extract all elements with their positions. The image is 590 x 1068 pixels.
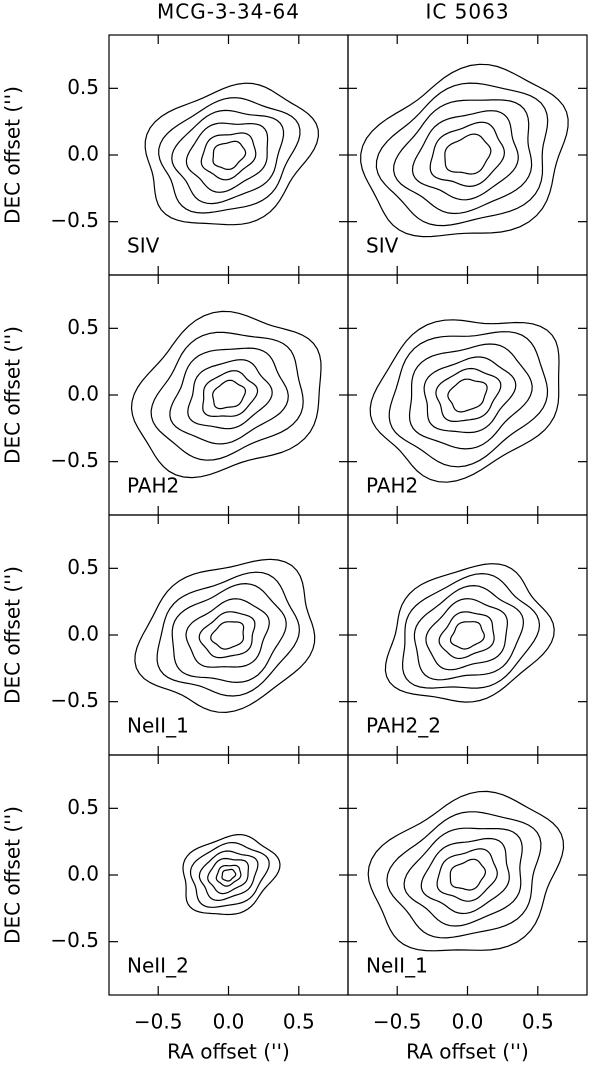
- contour: [187, 359, 273, 430]
- contour: [171, 109, 285, 205]
- y-tick-label: −0.5: [50, 448, 99, 472]
- x-tick-label: 0.0: [213, 1010, 245, 1034]
- contour: [221, 868, 237, 882]
- contour: [403, 827, 523, 927]
- contour: [144, 82, 320, 226]
- panel-label: NeII_1: [366, 954, 428, 978]
- contour: [425, 598, 509, 671]
- y-tick-label: −0.5: [50, 928, 99, 952]
- x-tick-label: −0.5: [373, 1010, 422, 1034]
- contour: [447, 378, 488, 413]
- y-tick-label: 0.5: [67, 795, 99, 819]
- contour: [375, 82, 549, 227]
- contour: [384, 563, 555, 703]
- panel-label: PAH2_2: [366, 714, 441, 738]
- contour: [438, 611, 495, 660]
- contour: [386, 811, 542, 939]
- x-axis-label: RA offset (''): [167, 1040, 290, 1064]
- contour: [171, 582, 287, 684]
- y-axis-label: DEC offset (''): [1, 326, 25, 464]
- contour: [182, 833, 281, 916]
- contour: [185, 122, 269, 193]
- x-tick-label: 0.0: [452, 1010, 484, 1034]
- x-tick-label: 0.5: [283, 1010, 315, 1034]
- contour: [212, 379, 246, 410]
- panel-label: SIV: [127, 234, 160, 258]
- contour: [210, 621, 245, 650]
- contour: [169, 347, 289, 445]
- y-tick-label: 0.0: [67, 622, 99, 646]
- panel-label: PAH2: [366, 474, 418, 498]
- x-tick-label: 0.5: [522, 1010, 554, 1034]
- contour: [134, 558, 316, 714]
- panel-label: PAH2: [127, 474, 179, 498]
- contour: [408, 343, 533, 450]
- contour: [158, 97, 301, 214]
- column-title: MCG-3-34-64: [157, 0, 300, 24]
- y-tick-label: 0.0: [67, 142, 99, 166]
- contour: [435, 367, 502, 422]
- contour: [185, 598, 270, 668]
- y-axis-label: DEC offset (''): [1, 566, 25, 704]
- contour: [449, 858, 486, 891]
- contour: [200, 132, 257, 181]
- contour: [198, 850, 259, 902]
- contour: [130, 310, 322, 479]
- contour: [411, 110, 519, 201]
- contour: [189, 841, 270, 908]
- x-tick-label: −0.5: [134, 1010, 183, 1034]
- y-tick-label: 0.0: [67, 382, 99, 406]
- contour: [215, 864, 242, 887]
- contour: [212, 140, 247, 171]
- contour: [150, 331, 304, 461]
- y-tick-label: −0.5: [50, 688, 99, 712]
- y-tick-label: 0.0: [67, 862, 99, 886]
- y-tick-label: −0.5: [50, 208, 99, 232]
- contour: [413, 584, 525, 681]
- y-axis-label: DEC offset (''): [1, 806, 25, 944]
- contour: [429, 121, 506, 188]
- y-tick-label: 0.5: [67, 555, 99, 579]
- contour: [423, 356, 517, 434]
- contour: [202, 370, 259, 418]
- contour: [207, 857, 249, 895]
- y-tick-label: 0.5: [67, 75, 99, 99]
- column-title: IC 5063: [425, 0, 509, 24]
- panel-label: NeII_2: [127, 954, 189, 978]
- contour: [392, 99, 533, 215]
- panel-label: SIV: [366, 234, 399, 258]
- panel-label: NeII_1: [127, 714, 189, 738]
- contour: [420, 837, 510, 915]
- y-tick-label: 0.5: [67, 315, 99, 339]
- contour: [449, 621, 485, 650]
- contour: [360, 63, 569, 238]
- contour: [436, 848, 498, 902]
- y-axis-label: DEC offset (''): [1, 86, 25, 224]
- contour: [401, 572, 541, 689]
- contour: [369, 319, 560, 483]
- contour: [198, 611, 256, 659]
- contour: [444, 133, 492, 175]
- contour: [156, 571, 301, 697]
- contour: [367, 790, 565, 952]
- contour: [388, 331, 549, 468]
- x-axis-label: RA offset (''): [406, 1040, 529, 1064]
